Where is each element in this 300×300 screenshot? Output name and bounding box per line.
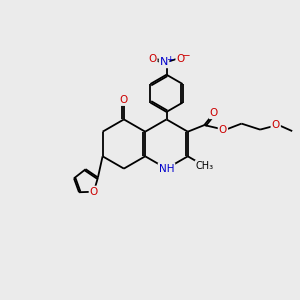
Text: CH₃: CH₃ [196, 161, 214, 171]
Text: +: + [166, 55, 174, 64]
Text: O: O [272, 120, 280, 130]
Text: O: O [176, 54, 185, 64]
Text: NH: NH [159, 164, 174, 174]
Text: O: O [90, 187, 98, 197]
Text: O: O [120, 95, 128, 105]
Text: N: N [160, 57, 168, 67]
Text: O: O [210, 108, 218, 118]
Text: −: − [182, 50, 191, 61]
Text: O: O [148, 54, 157, 64]
Text: O: O [219, 124, 227, 135]
